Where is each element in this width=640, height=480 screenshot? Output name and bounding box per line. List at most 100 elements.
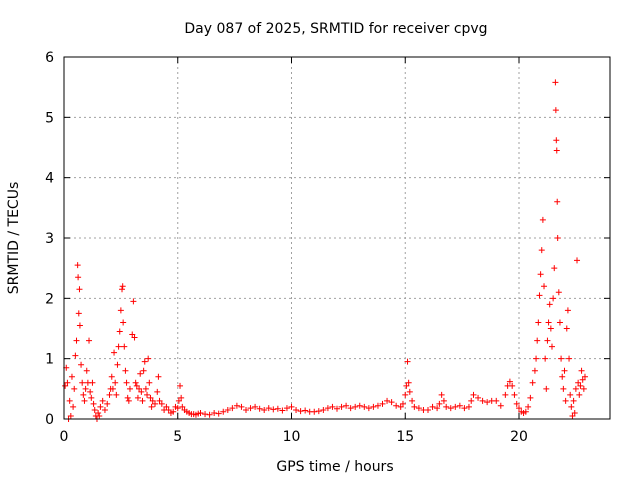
- data-point: [206, 411, 213, 418]
- data-point: [578, 367, 585, 374]
- data-point: [370, 403, 377, 410]
- data-point: [552, 79, 559, 86]
- data-point: [152, 400, 158, 407]
- data-point: [525, 403, 532, 410]
- data-point: [553, 147, 560, 154]
- data-point: [329, 403, 336, 410]
- data-point: [108, 373, 115, 380]
- data-point: [75, 274, 82, 281]
- y-tick-label: 5: [45, 110, 54, 126]
- data-point: [352, 403, 359, 410]
- data-point: [119, 283, 126, 290]
- data-point: [581, 373, 588, 380]
- data-point: [552, 107, 559, 114]
- data-point: [574, 257, 581, 264]
- data-point: [572, 385, 579, 392]
- data-point: [513, 400, 520, 407]
- data-point: [75, 310, 82, 317]
- data-point: [129, 331, 136, 338]
- data-point: [452, 403, 459, 410]
- data-point: [562, 397, 569, 404]
- data-point: [155, 373, 162, 380]
- data-point: [288, 403, 295, 410]
- data-point: [516, 405, 522, 412]
- data-point: [461, 405, 468, 412]
- data-point: [261, 406, 268, 413]
- data-point: [547, 325, 554, 332]
- data-point: [117, 307, 124, 314]
- data-point: [134, 394, 141, 401]
- data-point: [465, 403, 472, 410]
- data-point: [554, 235, 561, 241]
- data-point: [126, 385, 133, 392]
- series-srmtid: [62, 79, 588, 422]
- data-point: [142, 385, 149, 392]
- data-point: [71, 385, 78, 392]
- y-tick-label: 1: [45, 352, 54, 368]
- data-point: [109, 385, 116, 392]
- data-point: [479, 397, 486, 404]
- data-point: [484, 399, 491, 406]
- data-point: [548, 343, 555, 350]
- data-point: [374, 402, 381, 409]
- y-tick-label: 4: [45, 171, 54, 187]
- data-point: [140, 367, 147, 374]
- data-points: [62, 79, 588, 422]
- data-point: [429, 403, 436, 410]
- data-point: [397, 403, 404, 410]
- data-point: [119, 286, 126, 293]
- data-point: [96, 412, 103, 419]
- data-point: [415, 405, 422, 412]
- data-point: [356, 402, 363, 409]
- data-point: [544, 337, 551, 344]
- data-point: [554, 198, 561, 205]
- data-point: [536, 292, 543, 299]
- data-point: [537, 271, 544, 278]
- data-point: [211, 409, 218, 416]
- data-point: [76, 286, 83, 293]
- data-point: [229, 405, 236, 412]
- data-point: [425, 406, 431, 413]
- data-point: [136, 385, 143, 392]
- data-point: [145, 355, 152, 362]
- data-point: [83, 367, 90, 374]
- data-point: [91, 406, 98, 413]
- data-point: [569, 412, 576, 419]
- data-point: [379, 400, 386, 407]
- data-point: [144, 391, 151, 398]
- y-axis-label: SRMTID / TECUs: [6, 182, 22, 295]
- data-point: [493, 397, 500, 404]
- data-point: [293, 406, 300, 413]
- data-point: [545, 319, 552, 326]
- data-point: [139, 397, 146, 404]
- data-point: [68, 373, 75, 380]
- data-point: [533, 355, 540, 362]
- data-point: [399, 400, 406, 407]
- data-point: [74, 262, 81, 269]
- data-point: [506, 378, 513, 385]
- data-point: [402, 391, 409, 398]
- data-point: [297, 408, 304, 415]
- data-point: [122, 367, 129, 374]
- data-point: [97, 403, 104, 410]
- data-point: [125, 397, 132, 404]
- data-point: [106, 391, 113, 398]
- data-point: [529, 379, 536, 386]
- data-point: [406, 388, 413, 395]
- data-point: [86, 337, 93, 344]
- data-point: [87, 388, 94, 395]
- data-point: [388, 399, 395, 406]
- data-point: [133, 382, 140, 389]
- axes: 0 1 2 3 4 5 6 0 5 10 15 20: [45, 50, 611, 445]
- data-point: [447, 405, 454, 412]
- data-point: [539, 216, 546, 223]
- data-point: [174, 405, 181, 412]
- data-point: [120, 319, 127, 326]
- data-point: [70, 403, 77, 410]
- data-point: [497, 402, 504, 409]
- data-point: [560, 385, 567, 392]
- data-point: [89, 379, 96, 386]
- data-point: [546, 301, 553, 308]
- data-point: [156, 397, 163, 404]
- data-point: [170, 408, 177, 415]
